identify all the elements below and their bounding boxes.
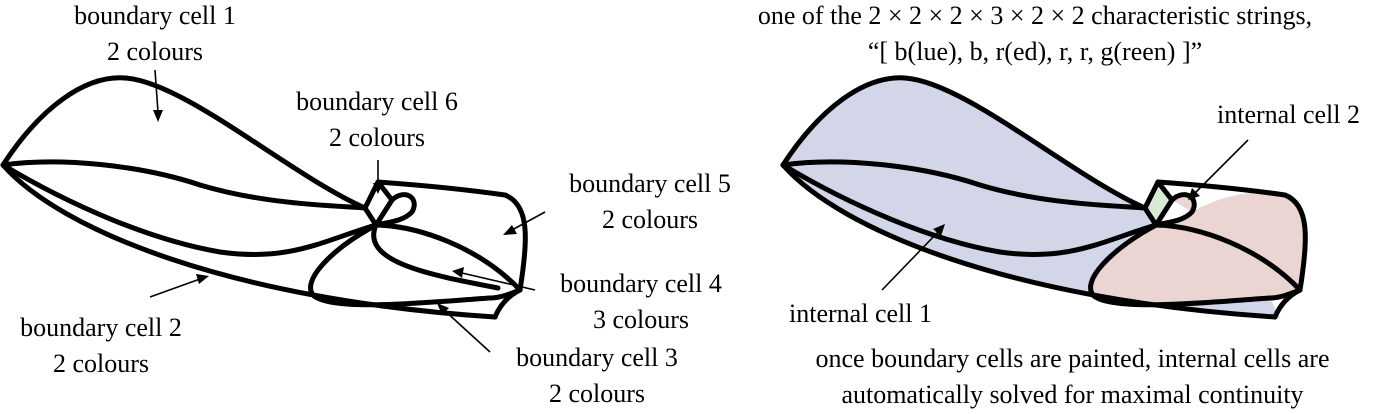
bc2-title: boundary cell 2	[0, 310, 216, 346]
label-boundary-cell-1: boundary cell 1 2 colours	[40, 0, 270, 70]
bc2-colours: 2 colours	[0, 346, 216, 382]
label-boundary-cell-6: boundary cell 6 2 colours	[262, 84, 492, 156]
right-title: one of the 2 × 2 × 2 × 3 × 2 × 2 charact…	[690, 0, 1380, 70]
label-internal-cell-1: internal cell 1	[768, 296, 953, 332]
bc5-title: boundary cell 5	[535, 166, 765, 202]
right-title-line2: “[ b(lue), b, r(ed), r, r, g(reen) ]”	[690, 34, 1380, 70]
label-boundary-cell-3: boundary cell 3 2 colours	[482, 340, 712, 412]
label-boundary-cell-4: boundary cell 4 3 colours	[526, 266, 756, 338]
bc3-colours: 2 colours	[482, 376, 712, 412]
arrow-bc1	[155, 70, 158, 112]
label-boundary-cell-5: boundary cell 5 2 colours	[535, 166, 765, 238]
bc4-colours: 3 colours	[526, 302, 756, 338]
right-caption-line1: once boundary cells are painted, interna…	[760, 341, 1385, 377]
arrow-ic2	[1196, 140, 1248, 192]
right-tip-inner	[490, 290, 520, 298]
right-caption-line2: automatically solved for maximal continu…	[760, 377, 1385, 413]
bc6-title: boundary cell 6	[262, 84, 492, 120]
right-title-line1: one of the 2 × 2 × 2 × 3 × 2 × 2 charact…	[690, 0, 1380, 34]
bc1-title: boundary cell 1	[40, 0, 270, 34]
label-internal-cell-2: internal cell 2	[1196, 97, 1381, 133]
bc6-colours: 2 colours	[262, 120, 492, 156]
bc3-title: boundary cell 3	[482, 340, 712, 376]
bc5-colours: 2 colours	[535, 202, 765, 238]
arrowhead-bc1	[153, 110, 163, 122]
right-caption: once boundary cells are painted, interna…	[760, 341, 1385, 413]
arrow-bc2	[150, 279, 200, 297]
arrowhead-bc2	[196, 274, 209, 284]
bc4-title: boundary cell 4	[526, 266, 756, 302]
bc1-colours: 2 colours	[40, 34, 270, 70]
middle-line	[3, 162, 365, 208]
arrowhead-bc5	[503, 225, 517, 235]
label-boundary-cell-2: boundary cell 2 2 colours	[0, 310, 216, 382]
arrowhead-bc4	[452, 267, 464, 278]
